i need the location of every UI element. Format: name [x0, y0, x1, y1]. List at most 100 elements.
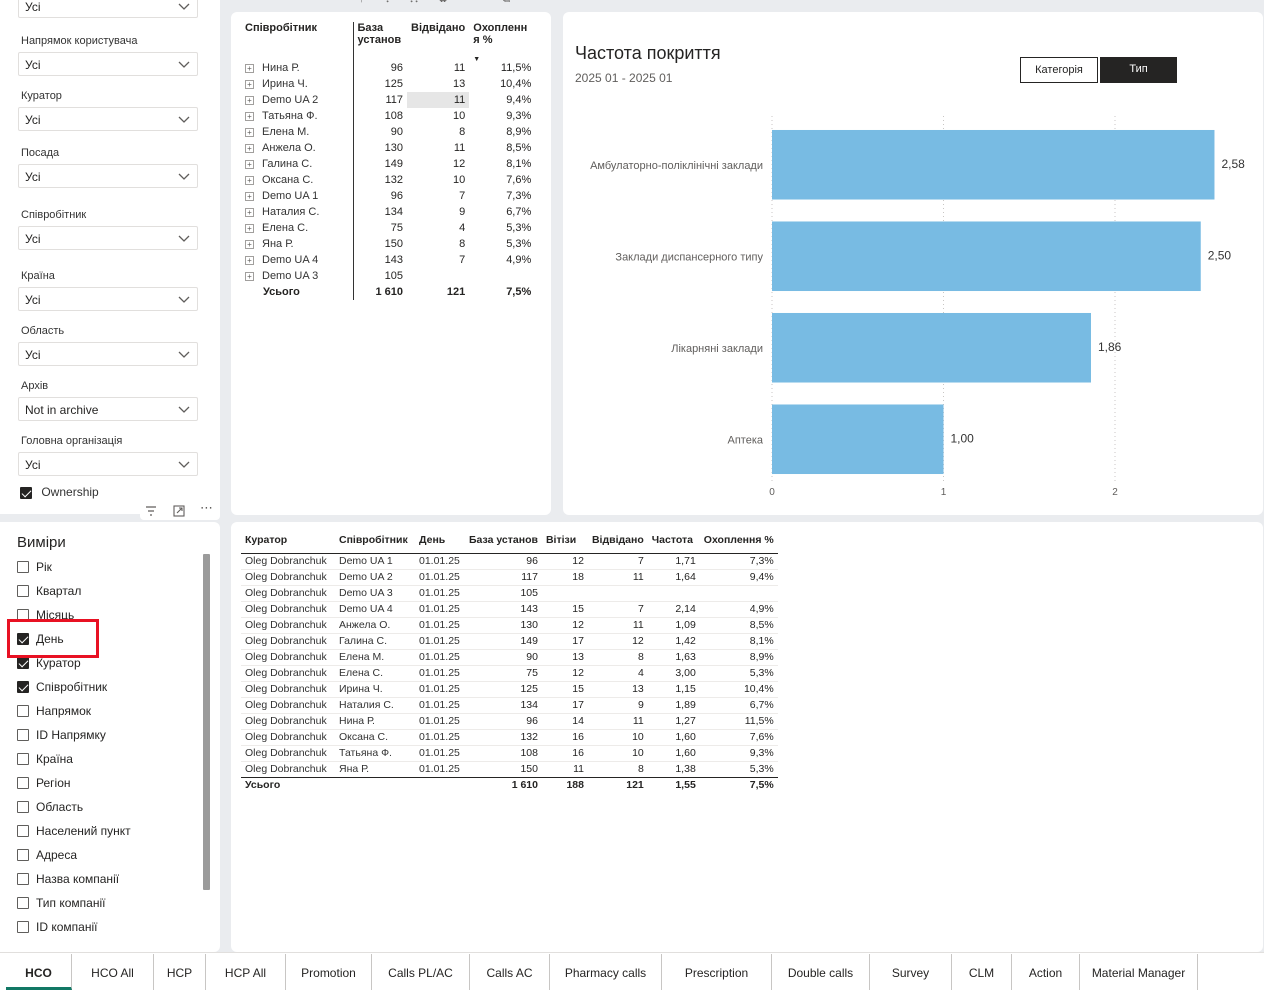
dimension-item[interactable]: Місяць — [17, 608, 74, 624]
filter-dropdown[interactable]: Усі — [18, 342, 198, 366]
dimension-item[interactable]: ID компанії — [17, 920, 97, 936]
dimension-checkbox[interactable] — [17, 632, 29, 645]
detail-header-cell[interactable]: Відвідано — [591, 533, 644, 546]
ownership-row[interactable]: Ownership — [20, 485, 99, 499]
expand-plus-icon[interactable]: + — [245, 239, 254, 249]
bar[interactable] — [772, 312, 1091, 383]
tab-item[interactable]: HCP — [154, 954, 206, 990]
detail-header-cell[interactable]: Вітізи — [545, 533, 577, 546]
matrix-row[interactable]: + Елена С. 75 4 5,3% — [241, 220, 535, 236]
matrix-row[interactable]: + Татьяна Ф. 108 10 9,3% — [241, 108, 535, 124]
dimension-checkbox[interactable] — [17, 896, 29, 909]
tab-item[interactable]: HCP All — [206, 954, 286, 990]
filter-dropdown[interactable]: Not in archive — [18, 397, 198, 421]
filter-dropdown[interactable]: Усі — [18, 226, 198, 250]
tab-item[interactable]: Promotion — [286, 954, 372, 990]
dimensions-scrollbar[interactable] — [203, 554, 210, 890]
dimension-item[interactable]: Адреса — [17, 848, 77, 864]
dimension-item[interactable]: Назва компанії — [17, 872, 119, 888]
dimension-checkbox[interactable] — [17, 560, 29, 573]
detail-row[interactable]: Oleg Dobranchuk Галина С. 01.01.25 149 17 12 1… — [241, 632, 778, 649]
dimension-item[interactable]: Куратор — [17, 656, 81, 672]
expand-plus-icon[interactable]: + — [245, 271, 254, 281]
detail-row[interactable]: Oleg Dobranchuk Анжела О. 01.01.25 130 12 11 1… — [241, 616, 778, 633]
detail-row[interactable]: Oleg Dobranchuk Demo UA 2 01.01.25 117 18 11 1… — [241, 568, 778, 585]
dimension-item[interactable]: Рік — [17, 560, 52, 576]
expand-plus-icon[interactable]: + — [245, 175, 254, 185]
expand-plus-icon[interactable]: + — [245, 143, 254, 153]
matrix-row[interactable]: + Demo UA 2 117 11 9,4% — [241, 92, 535, 108]
dimension-item[interactable]: Країна — [17, 752, 73, 768]
next-level-icon[interactable]: ↓↓ — [409, 0, 419, 5]
matrix-row[interactable]: + Demo UA 1 96 7 7,3% — [241, 188, 535, 204]
detail-header-cell[interactable]: База установ — [469, 533, 538, 546]
detail-header-cell[interactable]: Частота — [651, 533, 693, 546]
detail-row[interactable]: Oleg Dobranchuk Елена С. 01.01.25 75 12 4 3,00… — [241, 664, 778, 681]
dimension-item[interactable]: Область — [17, 800, 83, 816]
matrix-row[interactable]: + Елена М. 90 8 8,9% — [241, 124, 535, 140]
detail-row[interactable]: Oleg Dobranchuk Ирина Ч. 01.01.25 125 15 13 1,… — [241, 680, 778, 697]
dimension-item[interactable]: Тип компанії — [17, 896, 105, 912]
matrix-header-base[interactable]: База установ — [357, 22, 402, 46]
expand-plus-icon[interactable]: + — [245, 223, 254, 233]
dimension-item[interactable]: Квартал — [17, 584, 81, 600]
matrix-row[interactable]: + Demo UA 3 105 — [241, 268, 535, 284]
detail-row[interactable]: Oleg Dobranchuk Нина Р. 01.01.25 96 14 11 1,27… — [241, 712, 778, 729]
dimension-checkbox[interactable] — [17, 848, 29, 861]
matrix-header-visited[interactable]: Відвідано — [411, 22, 466, 34]
matrix-row[interactable]: + Анжела О. 130 11 8,5% — [241, 140, 535, 156]
tab-item[interactable]: Prescription — [662, 954, 772, 990]
detail-row[interactable]: Oleg Dobranchuk Яна Р. 01.01.25 150 11 8 1,38 5… — [241, 760, 778, 777]
filter-dropdown[interactable]: Усі — [18, 107, 198, 131]
expand-plus-icon[interactable]: + — [245, 255, 254, 265]
dimension-item[interactable]: Напрямок — [17, 704, 91, 720]
bar[interactable] — [772, 221, 1201, 292]
dimension-checkbox[interactable] — [17, 680, 29, 693]
tab-item[interactable]: Double calls — [772, 954, 870, 990]
filter-dropdown[interactable]: Усі — [18, 287, 198, 311]
expand-plus-icon[interactable]: + — [245, 95, 254, 105]
dimension-checkbox[interactable] — [17, 872, 29, 885]
expand-plus-icon[interactable]: + — [245, 63, 254, 73]
detail-row[interactable]: Oleg Dobranchuk Demo UA 4 01.01.25 143 15 7 2,… — [241, 600, 778, 617]
dimension-checkbox[interactable] — [17, 728, 29, 741]
matrix-row[interactable]: + Яна Р. 150 8 5,3% — [241, 236, 535, 252]
detail-row[interactable]: Oleg Dobranchuk Татьяна Ф. 01.01.25 108 16 10… — [241, 744, 778, 761]
matrix-header-employee[interactable]: Співробітник — [241, 22, 354, 60]
tab-item[interactable]: Action — [1012, 954, 1080, 990]
expand-level-icon[interactable]: ⇊ — [439, 0, 447, 5]
dimension-checkbox[interactable] — [17, 824, 29, 837]
filter-dropdown[interactable]: Усі — [18, 52, 198, 76]
copy-icon[interactable]: ⧉ — [503, 0, 510, 5]
detail-row[interactable]: Oleg Dobranchuk Елена М. 01.01.25 90 13 8 1,63… — [241, 648, 778, 665]
expand-plus-icon[interactable]: + — [245, 159, 254, 169]
detail-row[interactable]: Oleg Dobranchuk Наталия С. 01.01.25 134 17 9 1… — [241, 696, 778, 713]
filter-dropdown[interactable]: Усі — [18, 452, 198, 476]
expand-plus-icon[interactable]: + — [245, 79, 254, 89]
expand-plus-icon[interactable]: + — [245, 127, 254, 137]
dimension-checkbox[interactable] — [17, 776, 29, 789]
detail-header-cell[interactable]: Співробітник — [339, 533, 408, 546]
matrix-header-coverage[interactable]: Охоплення % ▼ — [469, 22, 535, 63]
tab-item[interactable]: HCO — [6, 954, 72, 990]
top-filter-dropdown[interactable]: Усі — [18, 0, 198, 18]
tab-item[interactable]: CLM — [952, 954, 1012, 990]
dimension-checkbox[interactable] — [17, 800, 29, 813]
dimension-checkbox[interactable] — [17, 704, 29, 717]
dimension-checkbox[interactable] — [17, 752, 29, 765]
more-options-icon[interactable]: ⋯ — [200, 500, 213, 515]
ownership-checkbox[interactable] — [20, 486, 32, 499]
pin-icon[interactable]: - — [479, 0, 482, 5]
matrix-row[interactable]: + Наталия С. 134 9 6,7% — [241, 204, 535, 220]
dimension-item[interactable]: Населений пункт — [17, 824, 131, 840]
dimension-checkbox[interactable] — [17, 656, 29, 669]
category-button[interactable]: Категорія — [1020, 57, 1098, 83]
detail-header-cell[interactable]: Охоплення % — [703, 533, 774, 546]
tab-item[interactable]: Pharmacy calls — [550, 954, 662, 990]
matrix-row[interactable]: + Demo UA 4 143 7 4,9% — [241, 252, 535, 268]
focus-mode-icon[interactable] — [173, 505, 185, 517]
filter-dropdown[interactable]: Усі — [18, 164, 198, 188]
dimension-item[interactable]: День — [17, 632, 64, 648]
detail-row[interactable]: Oleg Dobranchuk Demo UA 1 01.01.25 96 12 7 1,7… — [241, 552, 778, 569]
filter-icon[interactable] — [145, 505, 157, 517]
